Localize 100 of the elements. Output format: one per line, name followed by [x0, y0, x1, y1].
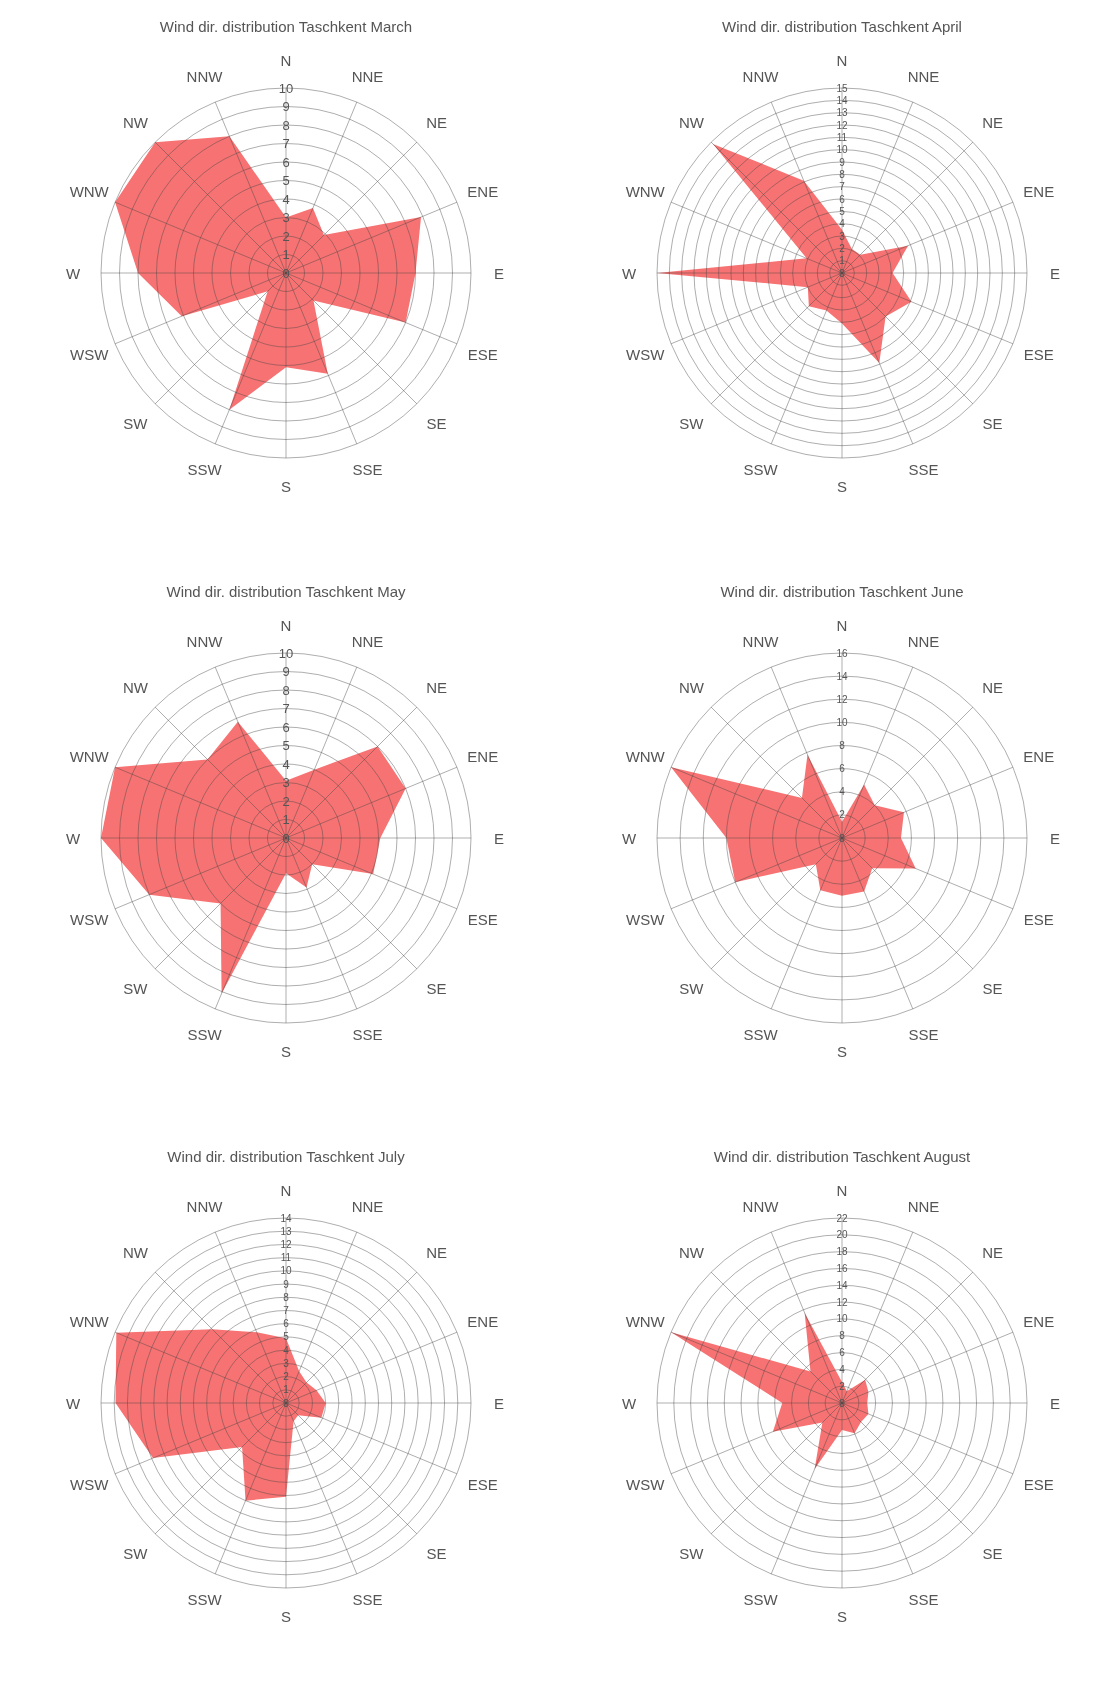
- spoke-label: NW: [122, 1243, 149, 1261]
- spoke-label: WSW: [626, 911, 666, 929]
- y-tick-label: 15: [836, 82, 848, 94]
- y-tick-label: 1: [282, 812, 290, 827]
- spoke-label: WNW: [625, 747, 666, 765]
- spoke-label: SSW: [743, 1591, 779, 1609]
- spoke-label: WNW: [625, 1312, 666, 1330]
- spoke-label: ENE: [1023, 1312, 1055, 1330]
- spoke-label: S: [836, 477, 848, 495]
- y-tick-label: 14: [836, 1279, 848, 1291]
- spoke-label: S: [836, 1607, 848, 1625]
- chart-title: Wind dir. distribution Taschkent May: [166, 583, 406, 600]
- y-tick-label: 9: [283, 1278, 290, 1290]
- y-tick-label: 12: [836, 693, 848, 705]
- y-tick-label: 13: [836, 107, 848, 119]
- spoke-label: N: [836, 51, 848, 69]
- y-tick-label: 16: [836, 647, 848, 659]
- y-tick-label: 10: [278, 80, 294, 96]
- spoke-label: SSW: [187, 1591, 223, 1609]
- spoke-label: NNW: [742, 67, 780, 85]
- y-tick-label: 6: [283, 1318, 290, 1330]
- chart-title: Wind dir. distribution Taschkent July: [167, 1148, 406, 1165]
- spoke-label: W: [621, 1394, 637, 1412]
- spoke-label: ENE: [467, 1312, 499, 1330]
- spoke-label: NNW: [742, 632, 780, 650]
- spoke-label: SSW: [743, 461, 779, 479]
- y-tick-label: 16: [836, 1262, 848, 1274]
- spoke-label: ESE: [467, 911, 498, 929]
- y-tick-label: 12: [280, 1238, 292, 1250]
- spoke-label: N: [280, 1181, 292, 1199]
- y-tick-label: 10: [280, 1265, 292, 1277]
- y-tick-label: 12: [836, 1296, 848, 1308]
- chart-title: Wind dir. distribution Taschkent April: [722, 18, 962, 35]
- y-tick-label: 8: [282, 117, 290, 133]
- y-tick-label: 6: [839, 193, 846, 205]
- spoke-label: S: [280, 477, 292, 495]
- spoke-label: NE: [426, 678, 448, 696]
- spoke-label: NNE: [351, 1197, 384, 1215]
- spoke-label: NW: [678, 113, 705, 131]
- spoke-label: ESE: [467, 346, 498, 364]
- y-tick-label: 8: [282, 682, 290, 698]
- spoke-label: E: [493, 1394, 505, 1412]
- spoke-label: WSW: [626, 1476, 666, 1494]
- y-tick-label: 5: [282, 173, 290, 188]
- spoke-label: SSW: [743, 1026, 779, 1044]
- spoke-label: NE: [982, 678, 1004, 696]
- y-tick-label: 10: [836, 1313, 848, 1325]
- spoke-label: NE: [982, 113, 1004, 131]
- spoke-label: ENE: [1023, 747, 1055, 765]
- y-tick-label: 4: [283, 1344, 290, 1356]
- spoke-label: WSW: [70, 346, 110, 364]
- spoke-label: E: [1049, 829, 1061, 847]
- y-tick-label: 1: [839, 255, 846, 267]
- y-tick-label: 4: [282, 191, 290, 207]
- spoke-label: W: [65, 264, 81, 282]
- spoke-label: E: [493, 264, 505, 282]
- spoke-label: NNE: [351, 67, 384, 85]
- spoke-label: ESE: [1023, 346, 1054, 364]
- spoke-label: NNE: [351, 632, 384, 650]
- spoke-label: N: [836, 1181, 848, 1199]
- spoke-label: W: [65, 1394, 81, 1412]
- spoke-label: N: [280, 616, 292, 634]
- spoke-label: NNW: [742, 1197, 780, 1215]
- y-tick-label: 10: [278, 645, 294, 661]
- spoke-label: NW: [678, 678, 705, 696]
- y-tick-label: 2: [839, 1380, 846, 1392]
- spoke-label: W: [621, 264, 637, 282]
- y-tick-label: 18: [836, 1246, 848, 1258]
- y-tick-label: 5: [839, 205, 846, 217]
- spoke-label: WSW: [626, 346, 666, 364]
- spoke-label: SE: [426, 980, 447, 998]
- y-tick-label: 7: [283, 1305, 290, 1316]
- y-tick-label: 6: [282, 719, 290, 735]
- y-tick-label: 20: [836, 1229, 848, 1241]
- spoke-label: SE: [982, 415, 1003, 433]
- spoke-label: SE: [982, 980, 1003, 998]
- spoke-label: SSE: [352, 461, 383, 479]
- y-tick-label: 8: [839, 740, 846, 751]
- y-tick-label: 12: [836, 119, 848, 131]
- spoke-label: E: [1049, 264, 1061, 282]
- spoke-label: SSW: [187, 461, 223, 479]
- y-tick-label: 8: [839, 1330, 846, 1342]
- y-tick-label: 4: [839, 1363, 846, 1375]
- y-tick-label: 5: [283, 1331, 290, 1343]
- y-tick-label: 6: [839, 763, 846, 775]
- y-tick-label: 1: [283, 1384, 290, 1396]
- spoke-label: ENE: [1023, 182, 1055, 200]
- y-tick-label: 8: [839, 168, 846, 180]
- y-tick-label: 9: [282, 664, 290, 679]
- y-tick-label: 6: [282, 154, 290, 170]
- chart-title: Wind dir. distribution Taschkent August: [713, 1148, 972, 1165]
- y-tick-label: 8: [283, 1291, 290, 1303]
- spoke-label: N: [836, 616, 848, 634]
- y-tick-label: 4: [839, 786, 846, 798]
- y-tick-label: 0: [839, 267, 846, 279]
- spoke-label: ESE: [467, 1476, 498, 1494]
- spoke-label: ESE: [1023, 911, 1054, 929]
- spoke-label: NNW: [186, 1197, 224, 1215]
- spoke-label: SSE: [908, 1591, 939, 1609]
- y-tick-label: 2: [282, 793, 290, 809]
